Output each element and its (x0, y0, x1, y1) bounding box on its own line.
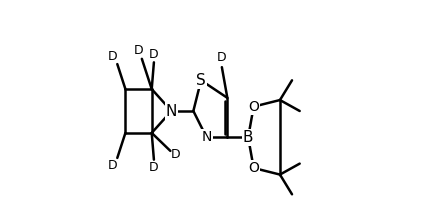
Text: N: N (166, 103, 177, 119)
Text: D: D (217, 51, 227, 64)
Text: B: B (243, 130, 254, 145)
Text: D: D (149, 161, 159, 174)
Text: D: D (107, 50, 117, 63)
Text: O: O (248, 161, 259, 175)
Text: S: S (196, 73, 206, 88)
Text: N: N (201, 130, 212, 144)
Text: O: O (248, 100, 259, 114)
Text: D: D (149, 48, 159, 61)
Text: D: D (134, 44, 143, 57)
Text: D: D (107, 159, 117, 172)
Text: D: D (171, 148, 181, 161)
